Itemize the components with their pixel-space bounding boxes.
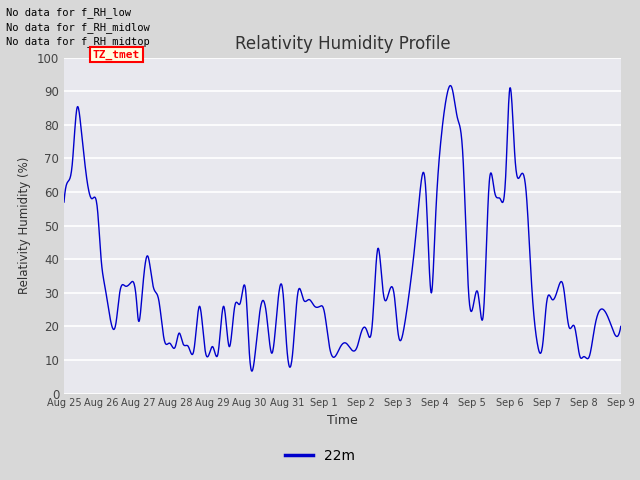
Text: TZ_tmet: TZ_tmet — [93, 49, 140, 60]
X-axis label: Time: Time — [327, 414, 358, 427]
Y-axis label: Relativity Humidity (%): Relativity Humidity (%) — [19, 157, 31, 294]
Legend: 22m: 22m — [280, 443, 360, 468]
Text: No data for f_RH_midlow: No data for f_RH_midlow — [6, 22, 150, 33]
Text: No data for f_RH_midtop: No data for f_RH_midtop — [6, 36, 150, 47]
Title: Relativity Humidity Profile: Relativity Humidity Profile — [235, 35, 450, 53]
Text: No data for f_RH_low: No data for f_RH_low — [6, 7, 131, 18]
